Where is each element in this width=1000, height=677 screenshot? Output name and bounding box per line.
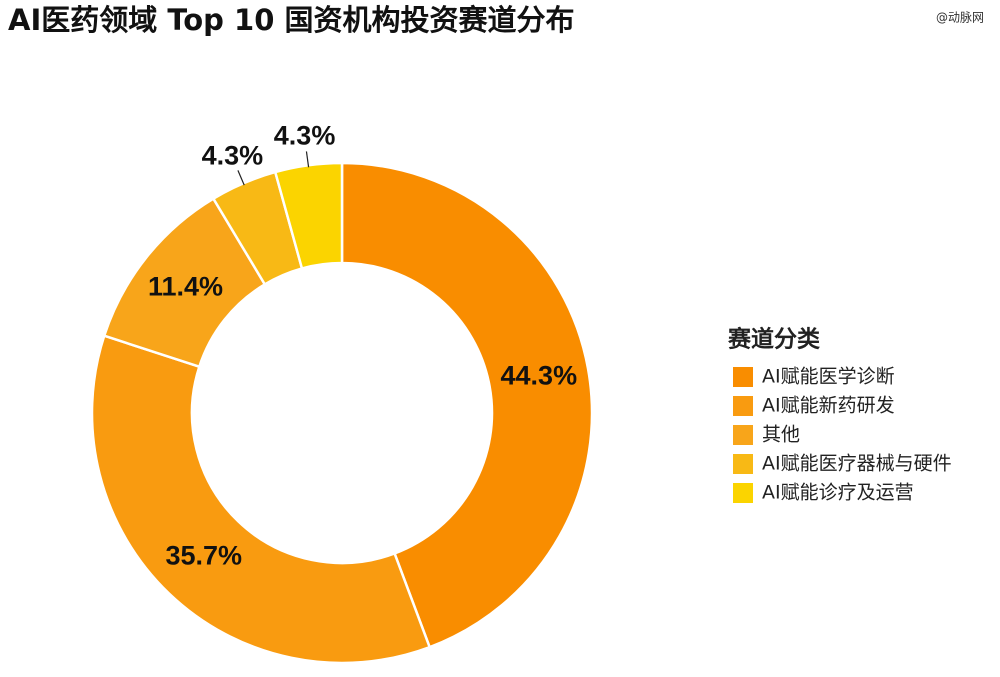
- legend-label: AI赋能医学诊断: [762, 366, 895, 388]
- data-label: 4.3%: [274, 121, 336, 151]
- chart-title: AI医药领域 Top 10 国资机构投资赛道分布: [8, 3, 575, 37]
- watermark: @动脉网: [936, 10, 984, 25]
- donut-slice: [340, 161, 594, 649]
- legend-label: AI赋能医疗器械与硬件: [762, 453, 952, 475]
- legend-swatch: [733, 367, 753, 387]
- legend-swatch: [733, 454, 753, 474]
- data-label: 35.7%: [165, 541, 242, 571]
- legend-swatch: [733, 396, 753, 416]
- leader-line: [237, 170, 245, 186]
- donut-slice: [90, 334, 432, 665]
- legend-label: AI赋能新药研发: [762, 395, 895, 417]
- data-label: 44.3%: [501, 361, 578, 391]
- legend-swatch: [733, 483, 753, 503]
- legend-title: 赛道分类: [727, 326, 820, 353]
- data-label: 4.3%: [202, 141, 264, 171]
- legend-label: 其他: [762, 424, 800, 446]
- legend-swatch: [733, 425, 753, 445]
- legend-label: AI赋能诊疗及运营: [762, 482, 914, 504]
- leader-line: [305, 151, 310, 168]
- donut-slice: [273, 161, 344, 270]
- data-label: 11.4%: [148, 272, 223, 302]
